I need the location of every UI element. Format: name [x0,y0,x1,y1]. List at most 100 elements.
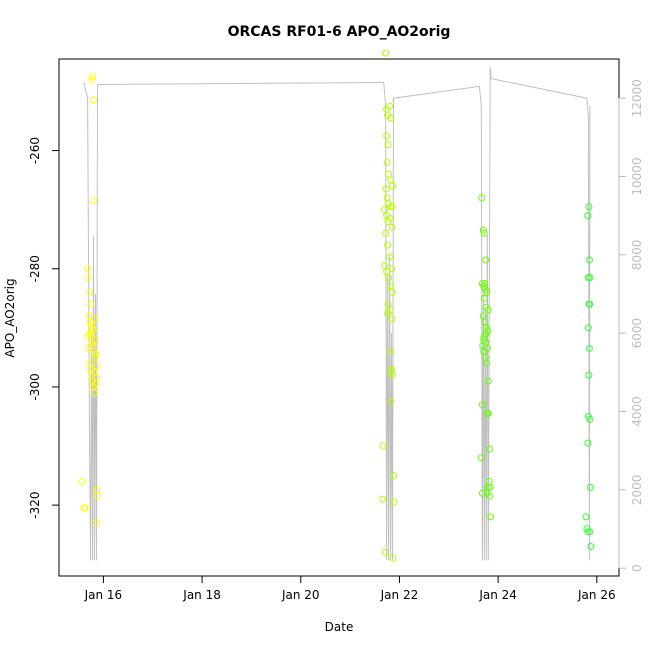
data-point-series-4 [585,256,593,264]
data-point-series-3 [486,483,494,491]
data-point-series-2 [379,495,387,503]
data-point-series-2 [383,132,391,140]
y-tick-label: -320 [28,491,42,518]
data-point-series-3 [486,492,494,500]
y2-tick-label: 6000 [630,318,644,349]
data-point-series-2 [389,288,396,296]
x-tick-label: Jan 26 [577,588,616,602]
data-point-series-1 [85,330,93,338]
data-point-series-2 [387,368,395,376]
data-point-series-3 [484,410,492,417]
data-point-series-2 [387,398,395,406]
y-axis-label: APO_AO2orig [3,278,17,357]
data-point-series-3 [481,280,489,287]
data-point-series-2 [384,309,392,317]
y2-tick-label: 2000 [630,475,644,506]
data-point-series-4 [586,300,594,308]
data-point-series-3 [483,359,491,367]
data-point-series-3 [478,194,486,202]
data-point-series-4 [586,415,594,423]
data-point-series-1 [91,315,98,323]
data-point-series-3 [484,306,492,314]
data-point-series-4 [584,528,592,536]
data-point-series-2 [382,49,390,57]
data-point-series-3 [487,513,495,521]
data-point-series-2 [383,268,391,276]
data-point-series-3 [477,454,485,462]
data-point-series-2 [381,206,389,214]
data-point-series-3 [483,288,491,296]
data-point-series-2 [385,274,393,282]
data-point-series-2 [388,315,396,323]
data-point-series-1 [85,274,93,282]
data-point-series-3 [480,294,488,302]
data-point-series-4 [584,324,592,332]
y-tick-label: -280 [28,255,42,282]
data-point-series-3 [480,229,488,237]
data-point-series-4 [584,439,592,447]
data-point-series-1 [90,96,97,104]
data-point-series-2 [386,253,394,261]
data-point-series-4 [586,483,594,491]
y-tick-label: -300 [28,373,42,400]
data-point-series-1 [94,492,101,500]
data-point-series-1 [89,73,97,81]
data-point-series-1 [90,197,97,205]
data-point-series-2 [388,223,396,231]
data-point-series-3 [484,377,492,385]
data-point-series-1 [84,265,92,273]
data-point-series-2 [390,472,397,480]
data-point-series-1 [91,389,98,397]
data-point-series-2 [379,442,387,450]
data-point-series-4 [585,203,593,211]
data-point-series-2 [381,548,389,556]
altitude-layer [83,66,591,561]
data-point-series-1 [91,336,99,344]
data-point-series-1 [93,519,100,527]
data-point-series-1 [87,300,95,308]
data-point-series-2 [387,176,395,184]
data-point-series-2 [383,158,391,166]
data-point-series-2 [382,229,390,237]
data-point-series-1 [81,504,89,512]
y2-tick-label: 8000 [630,240,644,271]
y2-tick-label: 10000 [630,157,644,195]
data-point-series-2 [384,241,392,249]
data-point-series-2 [384,141,392,149]
data-point-series-2 [381,262,389,270]
data-point-series-1 [84,333,92,341]
data-point-series-1 [78,478,86,485]
data-point-series-4 [587,543,595,550]
x-tick-label: Jan 20 [281,588,320,602]
data-point-series-4 [586,274,594,282]
x-tick-label: Jan 16 [84,588,123,602]
y2-tick-label: 0 [630,564,644,572]
data-point-series-1 [92,350,100,358]
data-point-series-2 [385,170,393,178]
points-layer [78,49,595,562]
data-point-series-2 [382,185,390,193]
y2-tick-label: 12000 [630,79,644,117]
data-point-series-4 [585,371,593,379]
data-point-series-2 [387,348,395,355]
chart-title: ORCAS RF01-6 APO_AO2orig [228,24,451,40]
data-point-series-2 [387,114,395,122]
plot-frame [58,58,620,577]
data-point-series-1 [93,362,101,370]
data-point-series-3 [478,489,486,497]
data-point-series-1 [90,368,98,376]
data-point-series-3 [479,226,487,234]
x-axis: Jan 16 Jan 18 Jan 20 Jan 22 Jan 24 Jan 26 [84,575,616,602]
x-tick-label: Jan 22 [380,588,419,602]
data-point-series-1 [91,353,99,361]
data-point-series-2 [387,203,395,211]
data-point-series-2 [386,215,394,222]
data-point-series-3 [485,478,493,485]
data-point-series-3 [482,256,490,264]
data-point-series-3 [482,330,490,338]
x-tick-label: Jan 24 [478,588,517,602]
data-point-series-1 [85,345,93,352]
data-point-series-1 [88,76,96,84]
data-point-series-3 [486,445,494,453]
